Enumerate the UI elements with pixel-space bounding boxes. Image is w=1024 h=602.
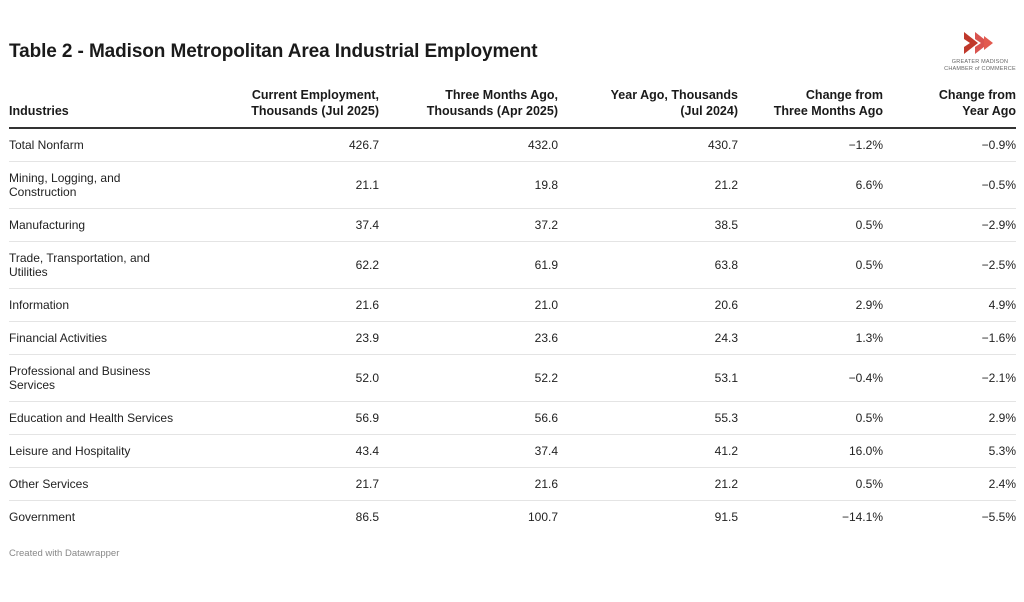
- column-header: Change from Year Ago: [883, 87, 1016, 129]
- industry-cell: Trade, Transportation, and Utilities: [9, 241, 199, 289]
- value-cell: 63.8: [558, 241, 738, 289]
- industry-cell: Manufacturing: [9, 208, 199, 242]
- value-cell: 100.7: [527, 510, 558, 524]
- value-cell: 20.6: [558, 288, 738, 322]
- double-chevron-icon: [964, 32, 993, 54]
- table-row: Trade, Transportation, and Utilities 62.2 6…: [9, 241, 1016, 289]
- logo-line1: GREATER MADISON: [951, 59, 1009, 65]
- value-cell: 37.4: [199, 208, 379, 242]
- industry-cell: Other Services: [9, 467, 199, 501]
- value-cell: 5.3%: [883, 434, 1016, 468]
- value-cell: 23.9: [199, 321, 379, 355]
- value-cell: 38.5: [558, 208, 738, 242]
- logo-line2: CHAMBER of COMMERCE: [944, 65, 1016, 72]
- value-cell: 21.2: [558, 161, 738, 209]
- value-cell: 21.2: [558, 467, 738, 501]
- value-cell: 23.6: [379, 321, 558, 355]
- value-cell: 52.0: [199, 354, 379, 402]
- table-row: Other Services 21.7 21.6 21.2 0.5% 2.4%: [9, 467, 1016, 501]
- value-cell: 56.6: [379, 401, 558, 435]
- value-cell: 21.1: [199, 161, 379, 209]
- value-cell: −2.9%: [883, 208, 1016, 242]
- industry-cell: Mining, Logging, and Construction: [9, 161, 199, 209]
- value-cell: −2.1%: [883, 354, 1016, 402]
- value-cell: 0.5%: [738, 241, 883, 289]
- industry-cell: Total Nonfarm: [9, 128, 199, 162]
- value-cell: 0.5%: [738, 208, 883, 242]
- value-cell: 19.8: [379, 161, 558, 209]
- industry-cell: Government: [9, 510, 76, 524]
- value-cell: 21.6: [199, 288, 379, 322]
- value-cell: 55.3: [558, 401, 738, 435]
- value-cell: 61.9: [379, 241, 558, 289]
- value-cell: 2.9%: [738, 288, 883, 322]
- table-row: Mining, Logging, and Construction 21.1 19.8…: [9, 161, 1016, 209]
- value-cell: 41.2: [558, 434, 738, 468]
- column-header: Current Employment, Thousands (Jul 2025): [199, 87, 379, 129]
- value-cell: −0.5%: [883, 161, 1016, 209]
- industry-cell: Financial Activities: [9, 321, 199, 355]
- value-cell: −1.2%: [738, 128, 883, 162]
- value-cell: 6.6%: [738, 161, 883, 209]
- value-cell: −14.1%: [841, 510, 883, 524]
- table-row: Total Nonfarm 426.7 432.0 430.7 −1.2% −0.9%: [9, 128, 1016, 162]
- value-cell: 86.5: [355, 510, 379, 524]
- table-header-row: Industries Current Employment, Thousands (…: [9, 87, 1016, 129]
- value-cell: 21.6: [379, 467, 558, 501]
- employment-table: Industries Current Employment, Thousands (…: [9, 87, 1016, 533]
- value-cell: 91.5: [714, 510, 738, 524]
- table-row: Manufacturing 37.4 37.2 38.5 0.5% −2.9%: [9, 208, 1016, 242]
- table-row: Information 21.6 21.0 20.6 2.9% 4.9%: [9, 288, 1016, 322]
- industry-cell: Education and Health Services: [9, 401, 199, 435]
- footer-credit: Created with Datawrapper: [9, 548, 120, 559]
- value-cell: −2.5%: [883, 241, 1016, 289]
- value-cell: 426.7: [199, 128, 379, 162]
- value-cell: −0.9%: [883, 128, 1016, 162]
- value-cell: 62.2: [199, 241, 379, 289]
- column-header: Change from Three Months Ago: [738, 87, 883, 129]
- industry-cell: Information: [9, 288, 199, 322]
- value-cell: 4.9%: [883, 288, 1016, 322]
- value-cell: 2.9%: [883, 401, 1016, 435]
- value-cell: 0.5%: [738, 401, 883, 435]
- table-body: Total Nonfarm 426.7 432.0 430.7 −1.2% −0.9% Mi…: [9, 128, 1016, 533]
- value-cell: 43.4: [199, 434, 379, 468]
- value-cell: −5.5%: [981, 510, 1016, 524]
- table-row: Professional and Business Services 52.0 52.…: [9, 354, 1016, 402]
- value-cell: 21.7: [199, 467, 379, 501]
- column-header: Three Months Ago, Thousands (Apr 2025): [379, 87, 558, 129]
- industry-cell: Professional and Business Services: [9, 354, 199, 402]
- column-header: Year Ago, Thousands (Jul 2024): [558, 87, 738, 129]
- value-cell: 53.1: [558, 354, 738, 402]
- value-cell: 52.2: [379, 354, 558, 402]
- value-cell: 430.7: [558, 128, 738, 162]
- value-cell: 432.0: [379, 128, 558, 162]
- value-cell: 0.5%: [738, 467, 883, 501]
- value-cell: 37.4: [379, 434, 558, 468]
- column-header: Industries: [9, 87, 199, 129]
- table-row: Education and Health Services 56.9 56.6 55.…: [9, 401, 1016, 435]
- value-cell: 24.3: [558, 321, 738, 355]
- table-row: Leisure and Hospitality 43.4 37.4 41.2 16.0%…: [9, 434, 1016, 468]
- industry-cell: Leisure and Hospitality: [9, 434, 199, 468]
- table-row: Financial Activities 23.9 23.6 24.3 1.3% −1.6…: [9, 321, 1016, 355]
- value-cell: 16.0%: [738, 434, 883, 468]
- value-cell: 21.0: [379, 288, 558, 322]
- table-title: Table 2 - Madison Metropolitan Area Indu…: [9, 41, 538, 62]
- table-row: Government 86.5 100.7 91.5 −14.1% −5.5%: [9, 501, 1016, 534]
- value-cell: 1.3%: [738, 321, 883, 355]
- chamber-logo: GREATER MADISON CHAMBER of COMMERCE: [944, 30, 1016, 80]
- value-cell: −1.6%: [883, 321, 1016, 355]
- value-cell: 56.9: [199, 401, 379, 435]
- value-cell: −0.4%: [738, 354, 883, 402]
- value-cell: 2.4%: [883, 467, 1016, 501]
- value-cell: 37.2: [379, 208, 558, 242]
